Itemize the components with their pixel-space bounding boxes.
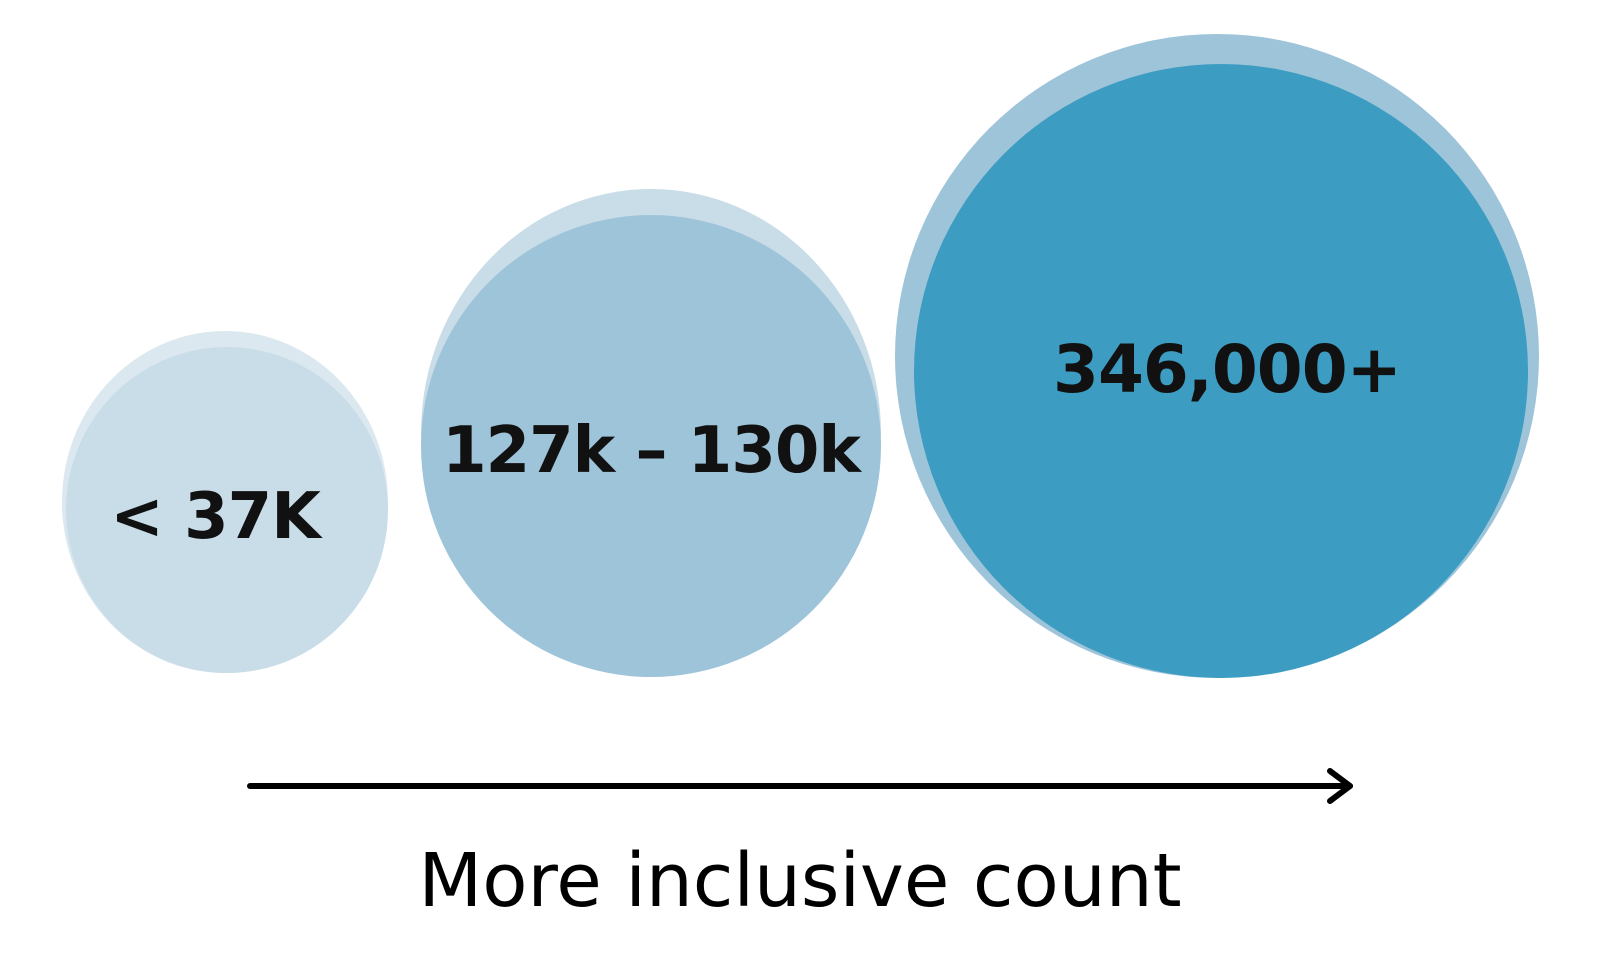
circle-medium-label: 127k – 130k <box>442 414 862 488</box>
circle-small-fill <box>66 347 388 673</box>
axis-label: More inclusive count <box>418 838 1181 924</box>
circle-small-label: < 37K <box>110 480 323 554</box>
arrow-head <box>1327 768 1353 804</box>
circle-large-label: 346,000+ <box>1053 331 1401 408</box>
arrow-right-icon <box>247 768 1353 804</box>
circle-small: < 37K <box>62 331 388 673</box>
circle-medium-fill <box>421 215 881 677</box>
circle-medium: 127k – 130k <box>421 189 881 677</box>
circle-large: 346,000+ <box>895 34 1539 678</box>
circle-large-fill <box>914 64 1528 678</box>
